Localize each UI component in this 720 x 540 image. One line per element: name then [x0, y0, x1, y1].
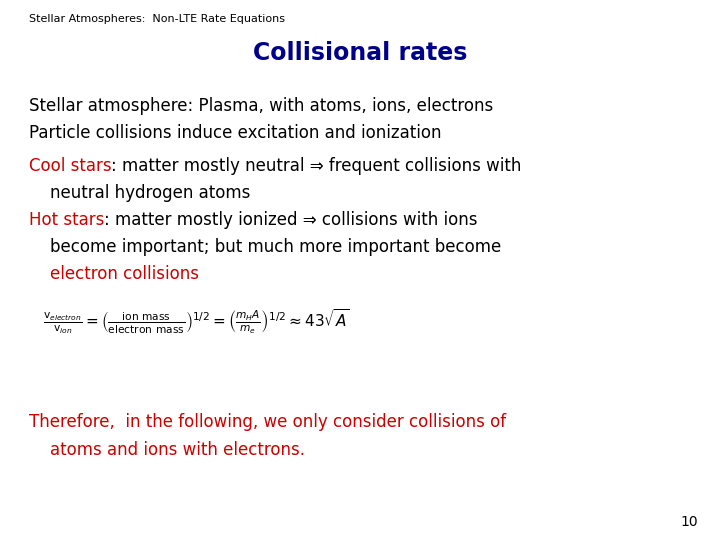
Text: Hot stars: Hot stars	[29, 211, 104, 228]
Text: Particle collisions induce excitation and ionization: Particle collisions induce excitation an…	[29, 124, 441, 142]
Text: : matter mostly ionized ⇒ collisions with ions: : matter mostly ionized ⇒ collisions wit…	[104, 211, 477, 228]
Text: become important; but much more important become: become important; but much more importan…	[29, 238, 501, 255]
Text: Collisional rates: Collisional rates	[253, 40, 467, 64]
Text: 10: 10	[681, 515, 698, 529]
Text: Cool stars: Cool stars	[29, 157, 112, 174]
Text: $\frac{\mathrm{v}_{electron}}{\mathrm{v}_{ion}} = \left(\frac{\mathrm{ion\ mass}: $\frac{\mathrm{v}_{electron}}{\mathrm{v}…	[43, 308, 350, 336]
Text: atoms and ions with electrons.: atoms and ions with electrons.	[29, 441, 305, 459]
Text: neutral hydrogen atoms: neutral hydrogen atoms	[29, 184, 250, 201]
Text: Stellar Atmospheres:  Non-LTE Rate Equations: Stellar Atmospheres: Non-LTE Rate Equati…	[29, 14, 285, 24]
Text: : matter mostly neutral ⇒ frequent collisions with: : matter mostly neutral ⇒ frequent colli…	[112, 157, 522, 174]
Text: electron collisions: electron collisions	[29, 265, 199, 282]
Text: Therefore,  in the following, we only consider collisions of: Therefore, in the following, we only con…	[29, 413, 506, 431]
Text: Stellar atmosphere: Plasma, with atoms, ions, electrons: Stellar atmosphere: Plasma, with atoms, …	[29, 97, 493, 115]
